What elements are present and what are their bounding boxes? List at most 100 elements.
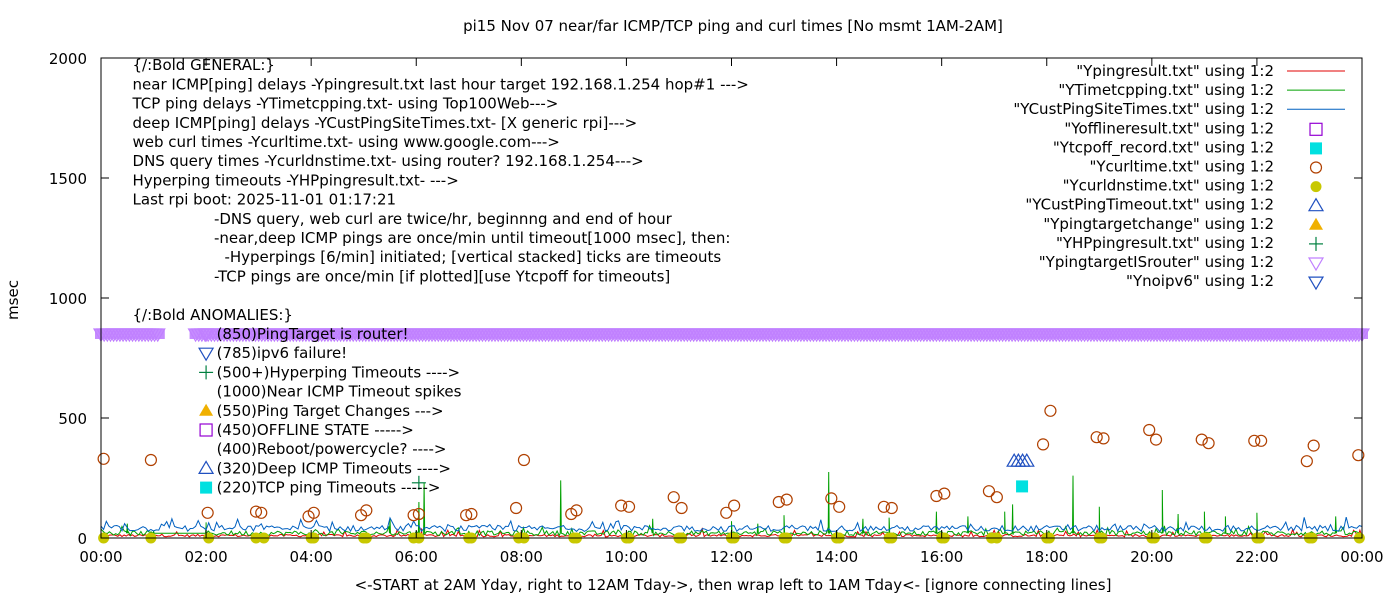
annotation-line-1: near ICMP[ping] delays -Ypingresult.txt …	[133, 75, 749, 93]
legend-label-6: "Ycurldnstime.txt" using 1:2	[1063, 177, 1274, 195]
anomaly-marker-4	[199, 403, 214, 416]
x-tick-label-1: 02:00	[184, 548, 227, 566]
x-tick-label-7: 14:00	[815, 548, 858, 566]
y-tick-label-1: 500	[58, 410, 87, 428]
series-5-point	[249, 505, 263, 518]
legend-swatch-6	[1310, 181, 1322, 193]
x-tick-label-11: 22:00	[1235, 548, 1278, 566]
series-5-point	[460, 509, 473, 522]
anomaly-label-1: (785)ipv6 failure!	[217, 344, 348, 362]
x-tick-label-12: 00:00	[1340, 548, 1383, 566]
annotation-text: {/:Bold GENERAL:}near ICMP[ping] delays …	[132, 56, 749, 496]
x-tick-label-0: 00:00	[79, 548, 122, 566]
series-5-point	[1202, 437, 1215, 450]
series-5-point	[1097, 432, 1110, 445]
series-5-point	[825, 492, 838, 505]
legend-swatch-11	[1307, 276, 1325, 291]
anomaly-label-0: (850)PingTarget is router!	[217, 325, 409, 343]
annotation-line-3: deep ICMP[ping] delays -YCustPingSiteTim…	[133, 114, 638, 132]
legend-swatch-5	[1309, 161, 1323, 174]
series-5-point	[772, 495, 785, 509]
series-5-point	[144, 453, 158, 467]
annotation-line-7: Last rpi boot: 2025-11-01 01:17:21	[133, 191, 397, 209]
series-5-point	[990, 491, 1003, 504]
series-5-point	[1143, 423, 1156, 437]
anomaly-label-8: (220)TCP ping Timeouts ----->	[217, 479, 441, 497]
series-5-point	[938, 487, 951, 500]
series-5-point	[720, 506, 733, 519]
series-5-point	[1300, 455, 1313, 468]
legend-swatch-7	[1307, 197, 1325, 212]
anomaly-label-7: (320)Deep ICMP Timeouts ---->	[217, 459, 451, 477]
legend-label-8: "Ypingtargetchange" using 1:2	[1043, 215, 1274, 233]
x-tick-label-10: 20:00	[1130, 548, 1173, 566]
legend-label-4: "Ytcpoff_record.txt" using 1:2	[1053, 138, 1274, 157]
series-5-point	[1307, 439, 1320, 452]
legend-swatch-9	[1309, 236, 1323, 251]
x-tick-label-3: 06:00	[395, 548, 438, 566]
annotation-line-2: TCP ping delays -YTimetcpping.txt- using…	[132, 95, 559, 113]
legend-label-1: "YTimetcpping.txt" using 1:2	[1058, 81, 1274, 99]
series-5-point	[517, 453, 531, 467]
series-5-point	[1036, 438, 1050, 451]
annotation-line-11: -TCP pings are once/min [if plotted][use…	[214, 267, 670, 285]
annotation-line-8: -DNS query, web curl are twice/hr, begin…	[214, 210, 673, 228]
series-5-point	[509, 501, 523, 515]
y-tick-label-3: 1500	[49, 170, 87, 188]
annotation-line-4: web curl times -Ycurltime.txt- using www…	[133, 133, 560, 151]
series-2-line	[100, 516, 1363, 533]
y-tick-label-0: 0	[77, 530, 87, 548]
legend-label-7: "YCustPingTimeout.txt" using 1:2	[1025, 196, 1274, 214]
series-5-point	[675, 501, 688, 515]
series-5-point	[930, 489, 943, 503]
series-5-point	[307, 506, 320, 519]
legend-label-11: "Ynoipv6" using 1:2	[1126, 272, 1274, 290]
x-tick-label-6: 12:00	[710, 548, 753, 566]
series-5-point	[982, 485, 996, 498]
series-5-point	[667, 491, 680, 504]
legend-label-3: "Yofflineresult.txt" using 1:2	[1064, 119, 1274, 137]
series-5-point	[1352, 449, 1365, 462]
x-axis-label: <-START at 2AM Yday, right to 12AM Tday-…	[355, 576, 1112, 594]
series-5-point	[201, 506, 214, 519]
series-7-point	[1018, 453, 1035, 467]
anomaly-marker-0	[198, 328, 215, 343]
series-5-point	[1195, 433, 1208, 446]
series-5-point	[465, 507, 478, 521]
series-5-point	[615, 499, 628, 512]
series-5-point	[622, 500, 636, 513]
series-5-point	[1255, 434, 1268, 447]
series-5-point	[412, 507, 425, 521]
anomaly-label-6: (400)Reboot/powercycle? ---->	[217, 440, 447, 458]
series-5-point	[1044, 404, 1057, 417]
anomaly-marker-2	[199, 365, 214, 380]
anomaly-marker-8	[200, 481, 213, 494]
annotation-line-0: {/:Bold GENERAL:}	[133, 56, 275, 74]
annotation-line-9: -near,deep ICMP pings are once/min until…	[214, 229, 731, 247]
legend-label-2: "YCustPingSiteTimes.txt" using 1:2	[1013, 100, 1274, 118]
legend-swatch-3	[1309, 122, 1323, 136]
chart-title: pi15 Nov 07 near/far ICMP/TCP ping and c…	[463, 17, 1003, 35]
anomaly-marker-7	[198, 460, 215, 474]
series-1-line	[100, 471, 1363, 537]
anomaly-label-2: (500+)Hyperping Timeouts ---->	[217, 363, 461, 381]
anomaly-label-5: (450)OFFLINE STATE ----->	[217, 421, 414, 439]
x-tick-label-8: 16:00	[920, 548, 963, 566]
annotation-line-5: DNS query times -Ycurldnstime.txt- using…	[133, 152, 644, 170]
y-axis-label: msec	[4, 280, 22, 320]
axes: 0 500 1000 1500 2000 00:00 02:00 04:00 06:00 08:0…	[49, 50, 1384, 566]
series-5-point	[407, 509, 420, 522]
legend-swatch-4	[1310, 142, 1322, 155]
x-tick-label-5: 10:00	[605, 548, 648, 566]
series-5-point	[570, 504, 583, 517]
legend-swatch-10	[1307, 257, 1325, 272]
series-5-point	[255, 506, 268, 519]
anomaly-marker-1	[198, 347, 215, 362]
series-5-point	[97, 452, 110, 465]
legend-label-5: "Ycurltime.txt" using 1:2	[1089, 158, 1274, 176]
y-tick-label-4: 2000	[49, 50, 87, 68]
legend-label-10: "YpingtargetISrouter" using 1:2	[1039, 253, 1274, 271]
series-10-band-0	[95, 329, 165, 339]
series-5-point	[1248, 434, 1261, 447]
